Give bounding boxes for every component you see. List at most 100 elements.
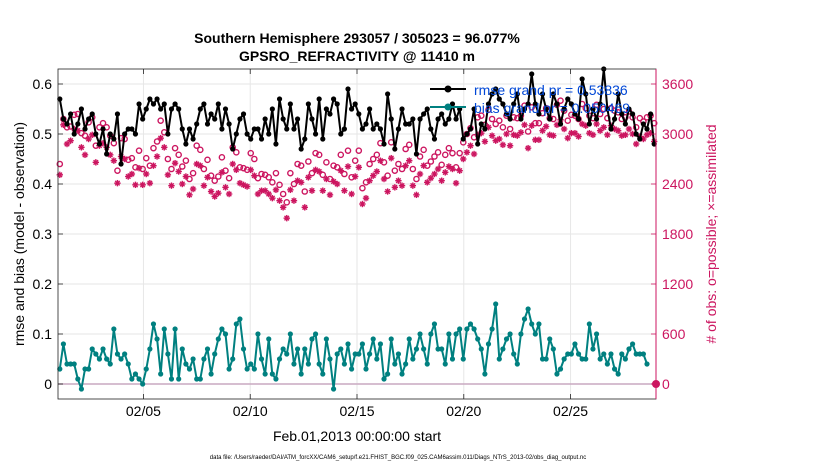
obs-possible-point-41 [204, 156, 211, 164]
rmse-point-129 [521, 106, 528, 112]
bias-point-22 [136, 376, 142, 382]
obs-assimilated-point-70 [308, 187, 316, 194]
rmse-point-70 [309, 116, 315, 122]
bias-point-10 [93, 351, 99, 357]
rmse-point-116 [475, 141, 481, 147]
obs-assimilated-point-151 [600, 124, 607, 131]
obs-assimilated-point-20 [128, 170, 136, 178]
legend: rmse grand pr = 0.53836 bias grand pr = … [430, 82, 630, 116]
obs-possible-point-101 [420, 146, 427, 154]
y-right-tick-label-5: 3000 [662, 126, 693, 142]
bias-point-71 [312, 331, 319, 337]
obs-assimilated-point-74 [323, 175, 330, 183]
rmse-point-13 [104, 151, 110, 157]
bias-point-82 [352, 351, 358, 357]
bias-point-31 [168, 376, 175, 382]
obs-assimilated-point-47 [225, 190, 233, 198]
rmse-point-101 [421, 111, 427, 117]
rmse-point-149 [593, 116, 600, 122]
rmse-point-23 [140, 116, 146, 122]
obs-assimilated-point-110 [452, 179, 460, 187]
rmse-point-21 [132, 131, 139, 137]
obs-assimilated-point-158 [625, 125, 633, 133]
rmse-point-134 [539, 91, 546, 97]
obs-assimilated-point-75 [326, 191, 334, 199]
obs-assimilated-point-144 [575, 133, 582, 140]
obs-assimilated-point-157 [622, 131, 629, 139]
obs-possible-point-91 [384, 172, 391, 179]
bias-point-25 [147, 346, 153, 352]
obs-assimilated-point-21 [132, 181, 139, 189]
bias-point-123 [500, 346, 506, 352]
bias-point-64 [287, 331, 293, 337]
rmse-point-15 [111, 136, 117, 142]
obs-assimilated-point-96 [402, 162, 409, 169]
rmse-point-120 [489, 91, 495, 97]
rmse-point-118 [482, 126, 488, 132]
bias-point-140 [561, 356, 567, 362]
obs-possible-point-35 [182, 157, 190, 164]
bias-point-90 [381, 376, 387, 382]
bias-point-86 [367, 351, 373, 357]
rmse-point-91 [385, 91, 391, 97]
rmse-point-0 [57, 96, 63, 102]
y-right-tick-label-4: 2400 [662, 176, 693, 192]
bias-point-37 [190, 356, 196, 362]
rmse-point-128 [518, 116, 524, 122]
obs-assimilated-point-103 [427, 174, 435, 182]
rmse-point-107 [442, 121, 448, 127]
bias-point-141 [565, 351, 571, 357]
bias-point-107 [442, 361, 448, 367]
bias-point-42 [208, 371, 214, 377]
bias-point-75 [327, 356, 333, 362]
y-left-tick-label-5: 0.5 [33, 126, 53, 142]
obs-possible-point-67 [297, 162, 305, 169]
rmse-point-42 [208, 111, 214, 117]
rmse-point-39 [197, 106, 203, 112]
bias-point-32 [172, 326, 178, 332]
obs-possible-point-7 [81, 132, 89, 139]
rmse-point-10 [93, 131, 99, 137]
obs-possible-point-45 [218, 154, 226, 161]
rmse-point-6 [78, 106, 85, 112]
rmse-point-94 [395, 126, 402, 132]
rmse-point-12 [100, 126, 106, 132]
bias-point-93 [392, 361, 398, 367]
obs-possible-point-84 [359, 184, 366, 192]
obs-possible-point-40 [200, 165, 208, 173]
bias-point-143 [572, 341, 578, 347]
obs-assimilated-point-32 [171, 159, 179, 167]
bias-point-28 [158, 371, 164, 377]
rmse-point-50 [237, 116, 243, 122]
obs-assimilated-point-76 [330, 178, 337, 185]
bias-point-121 [493, 301, 499, 307]
bias-point-105 [435, 346, 441, 352]
chart-subtitle: GPSRO_REFRACTIVITY @ 11410 m [239, 48, 475, 64]
obs-assimilated-point-104 [431, 170, 438, 178]
rmse-point-56 [258, 136, 265, 142]
obs-possible-point-38 [193, 142, 200, 149]
rmse-point-132 [532, 101, 538, 107]
bias-point-117 [478, 346, 484, 352]
obs-possible-point-58 [265, 174, 273, 181]
bias-point-149 [593, 331, 600, 337]
bias-point-150 [597, 356, 603, 362]
obs-possible-point-82 [351, 157, 359, 164]
bias-point-158 [626, 346, 632, 352]
bias-point-132 [532, 331, 538, 337]
obs-possible-point-122 [495, 117, 503, 124]
bias-point-6 [78, 386, 85, 392]
bias-point-0 [57, 366, 63, 372]
obs-possible-point-31 [168, 165, 175, 173]
rmse-point-1 [60, 116, 67, 122]
rmse-point-19 [125, 126, 131, 132]
bias-point-112 [460, 356, 466, 362]
obs-assimilated-point-107 [442, 169, 449, 176]
obs-possible-point-130 [524, 128, 532, 135]
rmse-point-159 [629, 111, 636, 117]
obs-assimilated-point-49 [233, 166, 240, 174]
obs-possible-point-103 [427, 158, 435, 165]
bias-point-159 [629, 341, 636, 347]
bias-point-3 [68, 361, 74, 367]
rmse-point-48 [230, 146, 236, 152]
